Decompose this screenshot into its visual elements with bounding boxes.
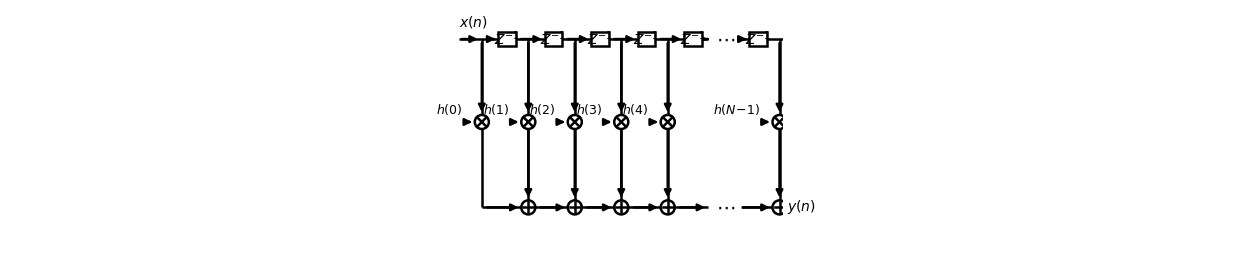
Circle shape <box>568 200 582 214</box>
Text: $Z^{-1}$: $Z^{-1}$ <box>634 30 660 48</box>
Bar <box>637 32 655 46</box>
Text: $h(1)$: $h(1)$ <box>482 102 510 117</box>
Text: $Z^{-1}$: $Z^{-1}$ <box>680 30 706 48</box>
Text: $h(N\!-\!1)$: $h(N\!-\!1)$ <box>713 102 760 117</box>
Circle shape <box>568 115 582 129</box>
Text: $Z^{-1}$: $Z^{-1}$ <box>541 30 567 48</box>
Circle shape <box>773 200 786 214</box>
Circle shape <box>661 115 675 129</box>
Bar <box>544 32 562 46</box>
Text: $h(3)$: $h(3)$ <box>575 102 603 117</box>
Text: $\cdots$: $\cdots$ <box>715 198 735 217</box>
Text: $\cdots$: $\cdots$ <box>715 29 735 49</box>
Text: $h(0)$: $h(0)$ <box>436 102 463 117</box>
Circle shape <box>475 115 489 129</box>
Circle shape <box>614 115 629 129</box>
Bar <box>498 32 516 46</box>
Circle shape <box>661 200 675 214</box>
Circle shape <box>521 115 536 129</box>
Circle shape <box>614 200 629 214</box>
Bar <box>749 32 768 46</box>
Text: $h(2)$: $h(2)$ <box>529 102 556 117</box>
Text: $Z^{-1}$: $Z^{-1}$ <box>745 30 771 48</box>
Bar <box>591 32 609 46</box>
Text: $h(4)$: $h(4)$ <box>622 102 649 117</box>
Bar <box>684 32 702 46</box>
Text: $y(n)$: $y(n)$ <box>787 198 816 216</box>
Text: $x(n)$: $x(n)$ <box>459 14 489 30</box>
Circle shape <box>773 115 786 129</box>
Text: $Z^{-1}$: $Z^{-1}$ <box>587 30 613 48</box>
Text: $Z^{-1}$: $Z^{-1}$ <box>494 30 520 48</box>
Circle shape <box>521 200 536 214</box>
